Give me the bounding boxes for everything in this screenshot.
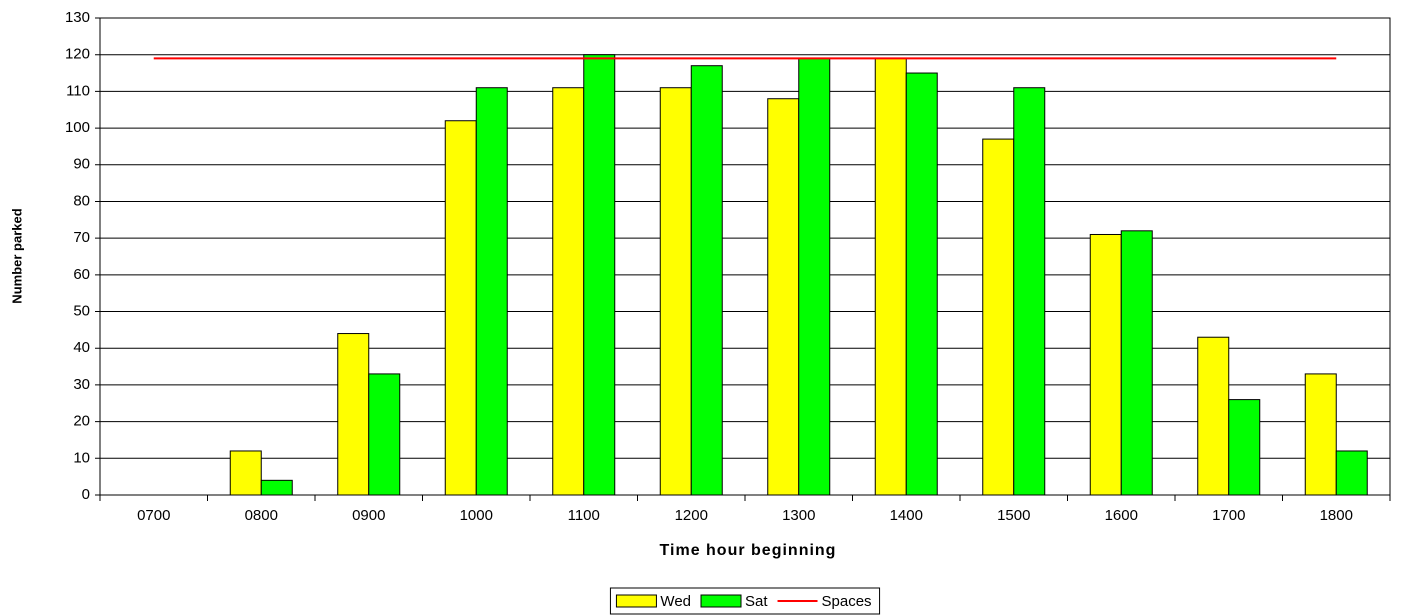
bar: [552, 87, 585, 496]
legend-label: Sat: [745, 593, 768, 610]
legend-label: Spaces: [822, 593, 872, 610]
bar: [905, 72, 938, 496]
bar: [1089, 233, 1122, 496]
x-tick-label: 1600: [1105, 507, 1138, 524]
legend-label: Wed: [660, 593, 691, 610]
bar: [1228, 399, 1261, 496]
bar: [1304, 373, 1337, 496]
y-axis-label: Number parked: [9, 208, 24, 303]
bar: [229, 450, 262, 496]
bar: [659, 87, 692, 496]
y-tick-label: 30: [73, 376, 90, 393]
plot-frame: [99, 17, 1391, 496]
bar: [767, 98, 800, 496]
bar: [444, 120, 477, 496]
legend-item: Wed: [615, 593, 691, 610]
x-axis-label: Time hour beginning: [660, 542, 837, 559]
y-tick-label: 50: [73, 303, 90, 320]
legend-swatch: [700, 594, 742, 608]
y-tick-label: 120: [65, 46, 90, 63]
bar: [1335, 450, 1368, 496]
bar: [583, 54, 616, 496]
bar: [982, 138, 1015, 496]
bar: [690, 65, 723, 496]
legend-swatch: [615, 594, 657, 608]
x-tick-label: 1200: [675, 507, 708, 524]
x-tick-label: 0700: [137, 507, 170, 524]
y-tick-label: 100: [65, 119, 90, 136]
legend-item: Sat: [700, 593, 768, 610]
y-tick-label: 60: [73, 266, 90, 283]
x-tick-label: 0800: [245, 507, 278, 524]
bar: [337, 333, 370, 496]
bar: [1120, 230, 1153, 496]
bar: [260, 479, 293, 496]
y-tick-label: 110: [66, 82, 90, 99]
x-tick-label: 1500: [997, 507, 1030, 524]
x-tick-label: 1700: [1212, 507, 1245, 524]
y-tick-label: 70: [73, 229, 90, 246]
y-tick-label: 130: [65, 9, 90, 26]
x-tick-label: 1800: [1320, 507, 1353, 524]
y-tick-label: 80: [73, 192, 90, 209]
bar: [798, 57, 831, 496]
y-tick-label: 20: [73, 413, 90, 430]
bar: [475, 87, 508, 496]
legend: Wed Sat Spaces: [609, 587, 881, 615]
legend-item: Spaces: [777, 593, 872, 610]
x-tick-label: 1300: [782, 507, 815, 524]
bar: [1197, 336, 1230, 496]
y-tick-label: 10: [73, 449, 90, 466]
bar: [1013, 87, 1046, 496]
x-tick-label: 1400: [890, 507, 923, 524]
bar: [368, 373, 401, 496]
x-tick-label: 1000: [460, 507, 493, 524]
y-tick-label: 0: [82, 486, 90, 503]
bar: [874, 57, 907, 496]
x-tick-label: 1100: [568, 507, 600, 524]
y-tick-label: 40: [73, 339, 90, 356]
y-tick-label: 90: [73, 156, 90, 173]
x-tick-label: 0900: [352, 507, 385, 524]
